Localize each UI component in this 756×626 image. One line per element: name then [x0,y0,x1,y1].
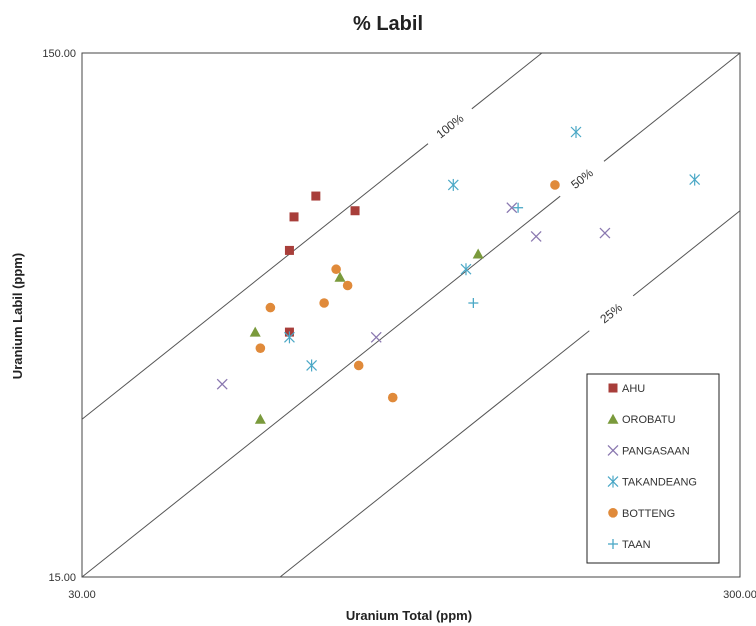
point-taan-1 [513,202,524,213]
legend-marker-pangasaan [607,444,619,456]
point-takandeang-4 [284,331,295,344]
chart-title: % Labil [353,13,423,35]
legend-label-botteng: BOTTENG [622,508,675,520]
point-botteng-4 [319,298,329,308]
legend-label-takandeang: TAKANDEANG [622,477,697,489]
legend-label-ahu: AHU [622,383,645,395]
ref-line-3-a [279,330,590,578]
point-botteng-6 [255,343,266,353]
point-pangasaan-5 [599,227,611,239]
point-botteng-5 [265,302,276,313]
point-taan-2 [468,298,479,309]
legend-label-taan: TAAN [622,539,651,551]
ref-line-1-a [81,143,429,420]
x-axis-label: Uranium Total (ppm) [346,608,472,623]
point-orobatu-4 [254,413,266,424]
point-ahu-4 [284,245,294,255]
point-ahu-2 [289,212,299,222]
point-takandeang-1 [570,126,582,139]
point-takandeang-2 [447,178,459,191]
y-tick-max: 150.00 [42,48,76,60]
point-takandeang-3 [460,263,472,276]
legend-marker-orobatu [607,413,619,424]
ref-line-2-a [81,195,561,578]
y-axis-label: Uranium Labil (ppm) [10,253,25,379]
point-orobatu-2 [334,271,346,282]
point-takandeang-5 [306,359,318,372]
y-tick-min: 15.00 [48,572,76,584]
x-tick-max: 300.00 [723,589,756,601]
legend-label-pangasaan: PANGASAAN [622,445,690,457]
legend-marker-takandeang [607,475,619,488]
point-takandeang-6 [689,173,701,186]
data-points [216,126,701,424]
legend-box [586,373,720,564]
point-pangasaan-4 [530,230,542,242]
ref-line-3-b [632,210,741,297]
point-botteng-8 [387,392,398,403]
point-ahu-3 [350,206,360,216]
legend-marker-botteng [608,508,618,518]
point-botteng-7 [353,360,364,371]
ref-line-1-b [471,52,543,110]
point-pangasaan-3 [506,202,518,214]
point-botteng-3 [342,280,353,291]
ref-line-2-b [603,52,741,162]
legend: AHU OROBATU PANGASAAN TAKANDEANG BOTTENG TAAN [586,373,720,564]
point-orobatu-3 [472,248,484,259]
point-orobatu-1 [249,326,261,337]
legend-label-orobatu: OROBATU [622,414,676,426]
point-ahu-1 [311,191,321,201]
point-botteng-1 [550,180,560,190]
legend-marker-ahu [608,383,618,393]
legend-marker-taan [608,539,618,549]
x-tick-min: 30.00 [68,589,96,601]
point-pangasaan-1 [216,378,228,390]
point-botteng-2 [331,264,341,275]
point-pangasaan-2 [370,331,382,343]
